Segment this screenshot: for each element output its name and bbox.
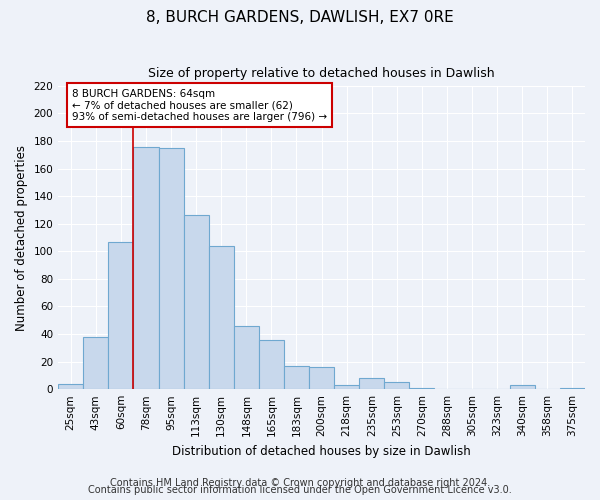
Y-axis label: Number of detached properties: Number of detached properties bbox=[15, 144, 28, 330]
Bar bbox=[209, 246, 234, 389]
Bar bbox=[334, 385, 359, 389]
Title: Size of property relative to detached houses in Dawlish: Size of property relative to detached ho… bbox=[148, 68, 495, 80]
Bar bbox=[259, 340, 284, 389]
Bar bbox=[359, 378, 385, 389]
Bar bbox=[385, 382, 409, 389]
X-axis label: Distribution of detached houses by size in Dawlish: Distribution of detached houses by size … bbox=[172, 444, 471, 458]
Bar bbox=[109, 242, 133, 389]
Bar bbox=[83, 337, 109, 389]
Bar bbox=[58, 384, 83, 389]
Bar bbox=[309, 367, 334, 389]
Text: 8 BURCH GARDENS: 64sqm
← 7% of detached houses are smaller (62)
93% of semi-deta: 8 BURCH GARDENS: 64sqm ← 7% of detached … bbox=[72, 88, 327, 122]
Bar bbox=[158, 148, 184, 389]
Text: Contains HM Land Registry data © Crown copyright and database right 2024.: Contains HM Land Registry data © Crown c… bbox=[110, 478, 490, 488]
Text: 8, BURCH GARDENS, DAWLISH, EX7 0RE: 8, BURCH GARDENS, DAWLISH, EX7 0RE bbox=[146, 10, 454, 25]
Bar bbox=[133, 146, 158, 389]
Bar bbox=[560, 388, 585, 389]
Bar bbox=[409, 388, 434, 389]
Text: Contains public sector information licensed under the Open Government Licence v3: Contains public sector information licen… bbox=[88, 485, 512, 495]
Bar bbox=[184, 216, 209, 389]
Bar bbox=[510, 385, 535, 389]
Bar bbox=[284, 366, 309, 389]
Bar bbox=[234, 326, 259, 389]
